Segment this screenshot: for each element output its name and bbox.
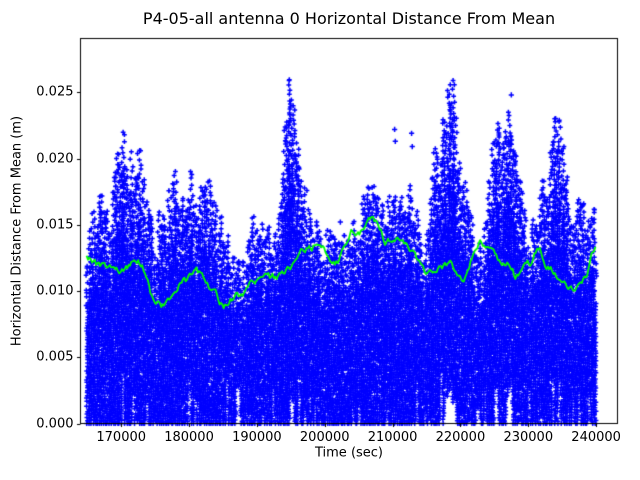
x-tick-label: 170000 <box>96 430 147 445</box>
y-tick-label: 0.025 <box>36 84 74 100</box>
x-tick-label: 240000 <box>571 430 621 445</box>
x-axis-label: Time (sec) <box>314 445 384 461</box>
y-axis-label: Horizontal Distance From Mean (m) <box>9 115 25 347</box>
x-tick-label: 190000 <box>232 430 282 445</box>
y-tick-label: 0.010 <box>36 283 74 299</box>
y-tick-label: 0.000 <box>36 416 74 431</box>
x-tick-label: 220000 <box>435 430 486 445</box>
x-tick-label: 180000 <box>164 430 214 445</box>
y-tick-label: 0.015 <box>36 217 74 233</box>
y-tick-label: 0.005 <box>36 349 74 365</box>
x-tick-label: 200000 <box>299 430 350 445</box>
x-tick-label: 210000 <box>367 430 418 445</box>
chart-title: P4-05-all antenna 0 Horizontal Distance … <box>142 9 556 28</box>
y-tick-label: 0.020 <box>36 151 74 167</box>
x-tick-label: 230000 <box>503 430 554 445</box>
